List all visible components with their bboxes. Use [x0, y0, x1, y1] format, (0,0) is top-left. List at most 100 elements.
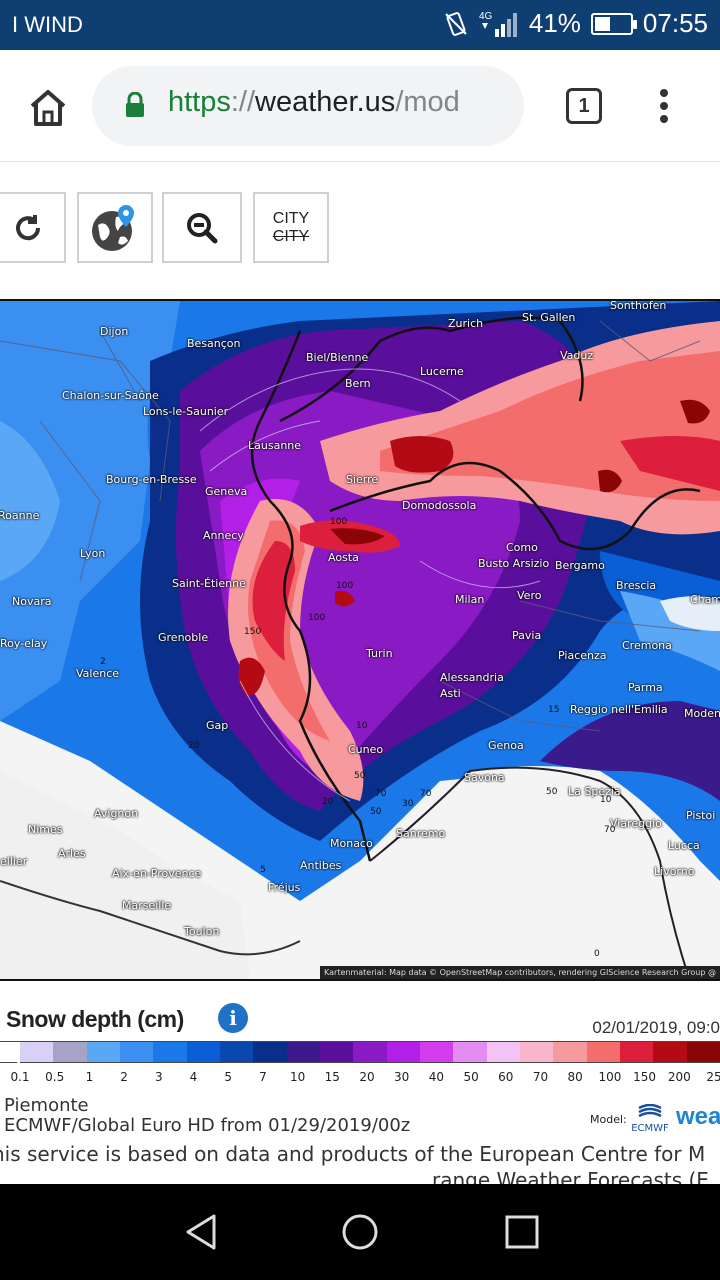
colorbar-tick-label: 15 [324, 1070, 340, 1084]
map-city-label: Bern [345, 377, 371, 390]
contour-label: 0 [594, 949, 600, 959]
map-city-label: St. Gallen [522, 311, 576, 324]
model-label: Model: [590, 1113, 627, 1126]
map-city-label: Arles [58, 847, 86, 860]
city-toggle-button[interactable]: CITY CITY [253, 192, 329, 263]
colorbar-ticks: 0.1 0.5 1 2 3 4 5 7 10 15 20 30 40 50 60 70 80 100 150 200 2… [0, 1070, 720, 1088]
url-text[interactable]: https://weather.us/mod [168, 86, 460, 119]
map-city-label: Como [506, 541, 538, 554]
map-canvas [0, 301, 720, 979]
reload-icon [16, 214, 41, 240]
menu-icon[interactable] [650, 86, 678, 126]
map-city-label: Savona [464, 771, 505, 784]
contour-label: 20 [322, 797, 334, 807]
map-city-label: Alessandria [440, 671, 504, 684]
contour-label: 10 [356, 721, 368, 731]
colorbar-cell [353, 1042, 387, 1062]
contour-label: 100 [330, 517, 348, 527]
map-attribution: Kartenmaterial: Map data © OpenStreetMap… [320, 966, 720, 979]
home-icon[interactable] [24, 84, 72, 132]
colorbar-tick-label: 150 [633, 1070, 657, 1084]
map-city-label: Sierre [346, 473, 379, 486]
address-bar[interactable]: https://weather.us/mod [92, 66, 524, 146]
map-city-label: Aosta [328, 551, 359, 564]
map-city-label: Nimes [28, 823, 63, 836]
colorbar-cell [586, 1042, 620, 1062]
clock: 07:55 [642, 8, 708, 38]
map-city-label: Lons-le-Saunier [143, 405, 229, 418]
colorbar-cell [86, 1042, 120, 1062]
colorbar-cell [453, 1042, 487, 1062]
region-label: Piemonte [4, 1095, 89, 1116]
home-circle-icon[interactable] [340, 1212, 380, 1252]
colorbar-tick-label: 0.1 [10, 1070, 30, 1084]
map-city-label: Antibes [300, 859, 342, 872]
colorbar-tick-label: 40 [428, 1070, 445, 1084]
weather-logo[interactable]: weat [676, 1103, 720, 1130]
map-city-label: Turin [366, 647, 393, 660]
map-city-label: Cuneo [348, 743, 384, 756]
tabs-button[interactable]: 1 [566, 88, 602, 124]
colorbar-tick-label: 2 [120, 1070, 128, 1084]
map-city-label: Genoa [488, 739, 524, 752]
colorbar-cell [386, 1042, 420, 1062]
map-city-label: Dijon [100, 325, 129, 338]
contour-label: 50 [370, 807, 382, 817]
colorbar-cell [53, 1042, 87, 1062]
map-city-label: Sonthofen [610, 299, 667, 312]
colorbar-cell [619, 1042, 654, 1062]
map-city-label: Avignon [94, 807, 139, 820]
map-city-label: Annecy [203, 529, 244, 542]
recents-icon[interactable] [502, 1212, 542, 1252]
back-icon[interactable] [182, 1212, 222, 1252]
reload-button[interactable] [0, 192, 66, 263]
ecmwf-logo: ECMWF [628, 1103, 672, 1138]
contour-label: 15 [548, 705, 560, 715]
zoom-out-button[interactable] [162, 192, 242, 263]
map-city-label: Roy-elay [0, 637, 48, 650]
contour-label: 50 [546, 787, 558, 797]
android-nav-bar [0, 1184, 720, 1280]
url-path: /mod [395, 86, 460, 118]
status-icons: 4G 41% 07:55 [443, 8, 708, 39]
map-city-label: Besançon [187, 337, 241, 350]
colorbar-cell [486, 1042, 520, 1062]
vibrate-icon [445, 11, 467, 36]
colorbar-tick-label: 10 [289, 1070, 306, 1084]
colorbar-tick-label: 25 [706, 1070, 720, 1084]
map-city-label: Lausanne [248, 439, 302, 452]
signal-icon: 4G [479, 11, 517, 37]
map-city-label: Viareggio [610, 817, 662, 830]
url-scheme: https [168, 86, 231, 118]
colorbar-tick-label: 7 [259, 1070, 267, 1084]
map-city-label: Zurich [448, 317, 484, 330]
colorbar-cell [519, 1042, 554, 1062]
map-city-label: Busto Arsizio [478, 557, 550, 570]
map-city-label: Reggio nell'Emilia [570, 703, 668, 716]
colorbar-tick-label: 70 [532, 1070, 549, 1084]
contour-label: 20 [188, 741, 200, 751]
colorbar-tick-label: 4 [189, 1070, 198, 1084]
map-city-label: Geneva [205, 485, 248, 498]
colorbar-cell [286, 1042, 320, 1062]
zoom-out-icon [187, 212, 218, 243]
info-icon[interactable]: i [218, 1003, 248, 1033]
url-host: weather.us [255, 86, 396, 118]
legend-title: Snow depth (cm) [6, 1006, 184, 1032]
map-city-label: Livorno [654, 865, 695, 878]
map-city-label: La Spezia [568, 785, 621, 798]
map-city-label: Chalon-sur-Saône [62, 389, 159, 402]
battery-percent: 41% [528, 8, 581, 38]
map-city-label: ellier [0, 855, 28, 868]
colorbar-cell [219, 1042, 254, 1062]
colorbar-tick-label: 30 [394, 1070, 410, 1084]
contour-label: 100 [308, 613, 326, 623]
snow-depth-map[interactable]: Dijon Besançon Zurich St. Gallen Sonthofen Bi… [0, 299, 720, 981]
map-toolbar: CITY CITY [0, 192, 720, 264]
colorbar-tick-label: 200 [667, 1070, 691, 1084]
map-city-label: Piacenza [558, 649, 607, 662]
map-city-label: Moden [684, 707, 720, 720]
map-city-label: Gap [206, 719, 229, 732]
colorbar-tick-label: 50 [463, 1070, 479, 1084]
location-button[interactable] [77, 192, 153, 263]
